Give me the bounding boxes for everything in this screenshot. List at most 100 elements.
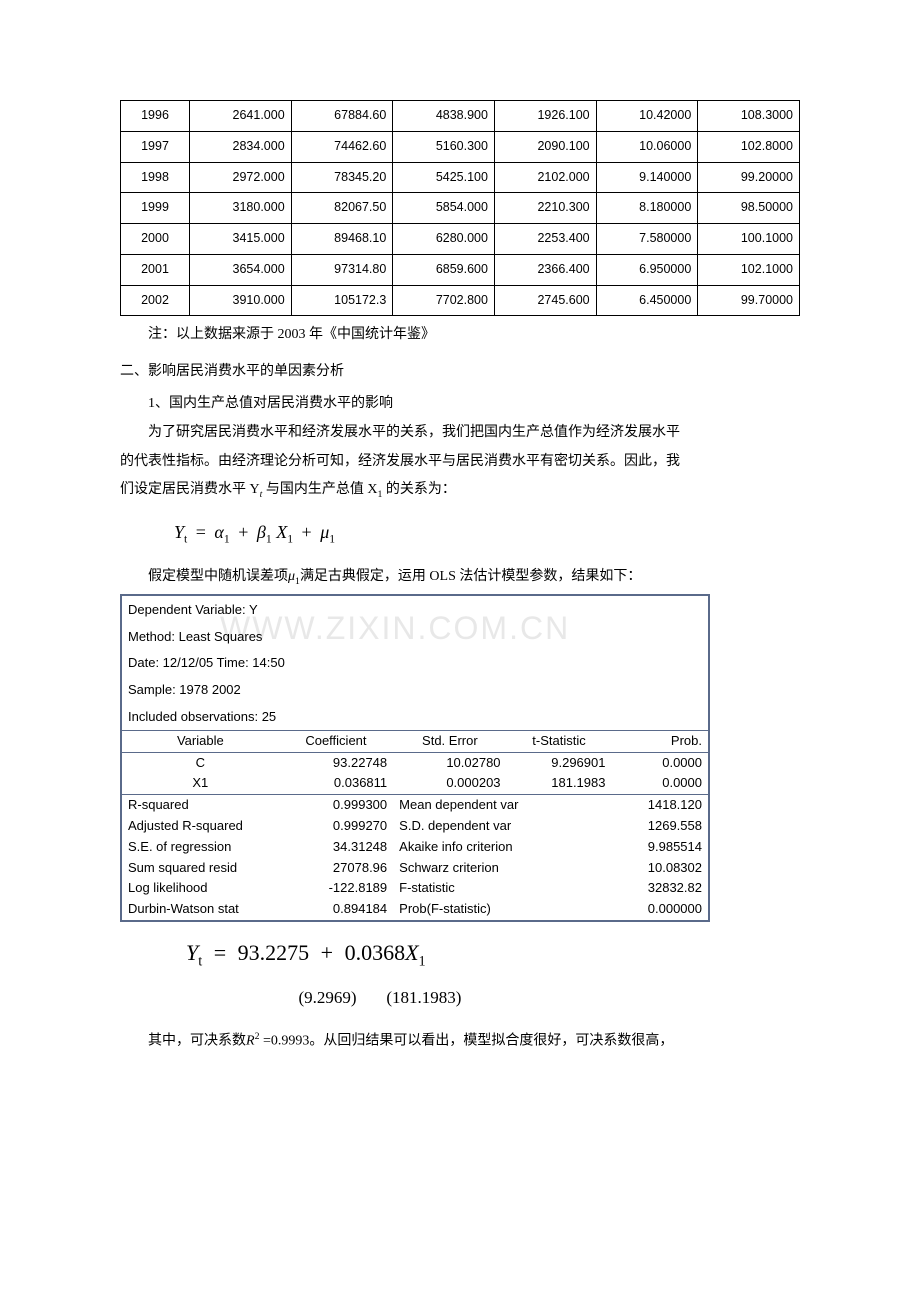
ev-stat-value-left: 0.894184 bbox=[279, 899, 393, 921]
ev-col-3: t-Statistic bbox=[507, 730, 612, 752]
ev-stat-label-right: Mean dependent var bbox=[393, 795, 611, 816]
ols-mu: μ bbox=[288, 569, 295, 584]
table-row: 19962641.00067884.604838.9001926.10010.4… bbox=[121, 101, 800, 132]
table-row: 19993180.00082067.505854.0002210.3008.18… bbox=[121, 193, 800, 224]
r2-post: =0.9993。从回归结果可以看出，模型拟合度很好，可决系数很高， bbox=[259, 1034, 673, 1049]
table-cell: 3910.000 bbox=[190, 285, 292, 316]
table-cell: 108.3000 bbox=[698, 101, 800, 132]
f2-X: X bbox=[405, 940, 418, 965]
f1-Y: Y bbox=[174, 522, 184, 542]
r2-conclusion: 其中，可决系数R2 =0.9993。从回归结果可以看出，模型拟合度很好，可决系数… bbox=[120, 1028, 800, 1055]
source-data-table: 19962641.00067884.604838.9001926.10010.4… bbox=[120, 100, 800, 316]
ev-col-1: Coefficient bbox=[279, 730, 393, 752]
table-cell: 10.42000 bbox=[596, 101, 698, 132]
ev-coef-10: X1 bbox=[121, 773, 279, 794]
ev-stat-value-left: 34.31248 bbox=[279, 837, 393, 858]
table-row: 19972834.00074462.605160.3002090.10010.0… bbox=[121, 131, 800, 162]
f1-bsub: 1 bbox=[266, 532, 272, 545]
table-cell: 2102.000 bbox=[494, 162, 596, 193]
para-line-3-pre: 们设定居民消费水平 Y bbox=[120, 482, 260, 497]
ev-stat-label-left: S.E. of regression bbox=[121, 837, 279, 858]
table-row: 20013654.00097314.806859.6002366.4006.95… bbox=[121, 254, 800, 285]
table-cell: 7702.800 bbox=[393, 285, 495, 316]
table-cell: 5160.300 bbox=[393, 131, 495, 162]
table-cell: 6859.600 bbox=[393, 254, 495, 285]
ols-assumption-line: 假定模型中随机误差项μ1满足古典假定，运用 OLS 法估计模型参数，结果如下： bbox=[120, 564, 800, 591]
data-table-body: 19962641.00067884.604838.9001926.10010.4… bbox=[121, 101, 800, 316]
ev-stat-value-right: 9.985514 bbox=[611, 837, 709, 858]
table-cell: 5854.000 bbox=[393, 193, 495, 224]
ols-post: 满足古典假定，运用 OLS 法估计模型参数，结果如下： bbox=[300, 569, 641, 584]
ols-pre: 假定模型中随机误差项 bbox=[148, 569, 288, 584]
table-cell: 82067.50 bbox=[291, 193, 393, 224]
f2-c1: 0.0368 bbox=[345, 940, 406, 965]
table-cell: 10.06000 bbox=[596, 131, 698, 162]
table-cell: 67884.60 bbox=[291, 101, 393, 132]
section-heading: 二、影响居民消费水平的单因素分析 bbox=[120, 359, 800, 386]
table-cell: 2002 bbox=[121, 285, 190, 316]
ev-stat-label-left: Sum squared resid bbox=[121, 858, 279, 879]
table-cell: 6.450000 bbox=[596, 285, 698, 316]
table-cell: 1997 bbox=[121, 131, 190, 162]
f1-a: α bbox=[214, 522, 223, 542]
ev-stat-row: R-squared0.999300Mean dependent var1418.… bbox=[121, 795, 709, 816]
eviews-wrapper: WWW.ZIXIN.COM.CN Dependent Variable: Y M… bbox=[120, 594, 800, 922]
ev-stat-value-right: 32832.82 bbox=[611, 878, 709, 899]
ev-coef-14: 0.0000 bbox=[611, 773, 709, 794]
ev-hdr-4: Included observations: 25 bbox=[121, 703, 709, 730]
table-cell: 99.20000 bbox=[698, 162, 800, 193]
ev-stat-value-right: 1269.558 bbox=[611, 816, 709, 837]
f1-asub: 1 bbox=[224, 532, 230, 545]
ev-stat-label-left: R-squared bbox=[121, 795, 279, 816]
ev-stat-label-right: F-statistic bbox=[393, 878, 611, 899]
ev-stat-value-right: 1418.120 bbox=[611, 795, 709, 816]
table-cell: 2972.000 bbox=[190, 162, 292, 193]
table-cell: 99.70000 bbox=[698, 285, 800, 316]
ev-stat-value-left: 27078.96 bbox=[279, 858, 393, 879]
r2-pre: 其中，可决系数 bbox=[148, 1034, 246, 1049]
ev-col-2: Std. Error bbox=[393, 730, 506, 752]
ev-stat-value-left: -122.8189 bbox=[279, 878, 393, 899]
ev-col-4: Prob. bbox=[611, 730, 709, 752]
estimated-equation: Yt = 93.2275 + 0.0368X1 bbox=[120, 932, 800, 976]
ev-stat-value-left: 0.999300 bbox=[279, 795, 393, 816]
para-line-3-post: 的关系为： bbox=[382, 482, 456, 497]
table-cell: 2641.000 bbox=[190, 101, 292, 132]
f2-c0: 93.2275 bbox=[238, 940, 310, 965]
t-statistics-line: (9.2969) (181.1983) bbox=[120, 982, 800, 1014]
table-cell: 1999 bbox=[121, 193, 190, 224]
table-cell: 102.1000 bbox=[698, 254, 800, 285]
ev-coef-03: 9.296901 bbox=[507, 752, 612, 773]
table-cell: 8.180000 bbox=[596, 193, 698, 224]
table-cell: 1996 bbox=[121, 101, 190, 132]
r2-R: R bbox=[246, 1034, 255, 1049]
ev-col-0: Variable bbox=[121, 730, 279, 752]
ev-stat-label-left: Adjusted R-squared bbox=[121, 816, 279, 837]
ev-coef-13: 181.1983 bbox=[507, 773, 612, 794]
table-cell: 2001 bbox=[121, 254, 190, 285]
table-cell: 4838.900 bbox=[393, 101, 495, 132]
ev-stat-row: Sum squared resid27078.96Schwarz criteri… bbox=[121, 858, 709, 879]
ev-stat-value-left: 0.999270 bbox=[279, 816, 393, 837]
ev-stat-value-right: 0.000000 bbox=[611, 899, 709, 921]
table-source-note: 注：以上数据来源于 2003 年《中国统计年鉴》 bbox=[120, 322, 800, 349]
ev-stat-label-left: Durbin-Watson stat bbox=[121, 899, 279, 921]
ev-stat-label-left: Log likelihood bbox=[121, 878, 279, 899]
table-cell: 74462.60 bbox=[291, 131, 393, 162]
ev-stat-value-right: 10.08302 bbox=[611, 858, 709, 879]
ev-hdr-3: Sample: 1978 2002 bbox=[121, 676, 709, 703]
table-cell: 2253.400 bbox=[494, 224, 596, 255]
ev-hdr-0: Dependent Variable: Y bbox=[121, 595, 709, 623]
table-cell: 2000 bbox=[121, 224, 190, 255]
subsection-gdp: 1、国内生产总值对居民消费水平的影响 bbox=[120, 391, 800, 418]
ev-stat-label-right: Akaike info criterion bbox=[393, 837, 611, 858]
f2-Y: Y bbox=[186, 940, 198, 965]
table-cell: 98.50000 bbox=[698, 193, 800, 224]
table-cell: 1926.100 bbox=[494, 101, 596, 132]
table-cell: 105172.3 bbox=[291, 285, 393, 316]
para-line-1: 为了研究居民消费水平和经济发展水平的关系，我们把国内生产总值作为经济发展水平 bbox=[120, 420, 800, 447]
para-line-3: 们设定居民消费水平 Yt 与国内生产总值 X1 的关系为： bbox=[120, 477, 800, 504]
table-cell: 2834.000 bbox=[190, 131, 292, 162]
table-cell: 5425.100 bbox=[393, 162, 495, 193]
table-cell: 1998 bbox=[121, 162, 190, 193]
